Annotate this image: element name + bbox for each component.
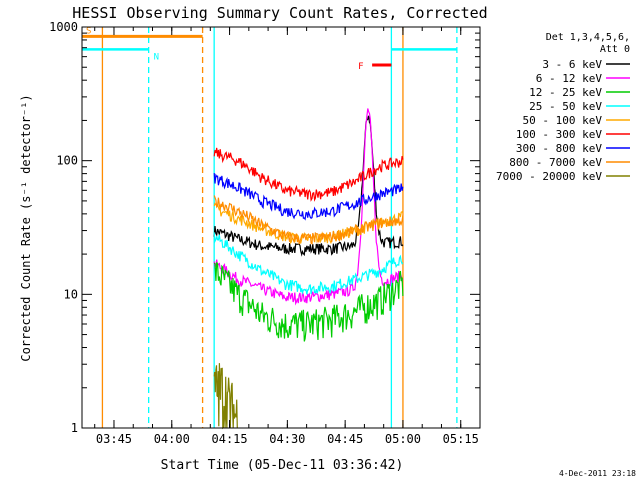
legend-label: 50 - 100 keV — [523, 114, 603, 127]
legend-label: 100 - 300 keV — [516, 128, 602, 141]
x-tick-label: 05:00 — [385, 432, 421, 446]
legend-label: 800 - 7000 keV — [509, 156, 602, 169]
x-tick-label: 03:45 — [96, 432, 132, 446]
series-line-3 — [213, 232, 404, 295]
legend-label: 6 - 12 keV — [536, 72, 603, 85]
legend-title: Det 1,3,4,5,6, — [546, 32, 630, 43]
timestamp: 4-Dec-2011 23:18 — [559, 469, 636, 478]
series-line-2 — [213, 262, 404, 342]
x-tick-label: 04:15 — [212, 432, 248, 446]
y-axis-label: Corrected Count Rate (s⁻¹ detector⁻¹) — [19, 94, 33, 361]
flag-label-s: S — [86, 26, 91, 36]
y-tick-label: 100 — [56, 154, 78, 168]
legend-label: 3 - 6 keV — [542, 58, 602, 71]
legend-label: 7000 - 20000 keV — [496, 170, 602, 183]
x-axis-label: Start Time (05-Dec-11 03:36:42) — [161, 458, 404, 473]
y-tick-label: 1000 — [49, 20, 78, 34]
legend-title: Att 0 — [600, 44, 630, 55]
legend-label: 12 - 25 keV — [529, 86, 602, 99]
series-line-6 — [213, 173, 404, 221]
series-line-1 — [213, 108, 404, 306]
plot-area: S N F — [82, 26, 458, 430]
x-tick-label: 04:00 — [154, 432, 190, 446]
series-line-7 — [213, 195, 404, 245]
flag-label-f: F — [358, 62, 363, 72]
legend-label: 25 - 50 keV — [529, 100, 602, 113]
series-line-5 — [213, 147, 404, 202]
series-line-8 — [213, 363, 238, 430]
y-tick-label: 10 — [64, 287, 78, 301]
axes: 1 10 100 1000 03:45 04:00 04:15 04:30 04:45 05:00… — [49, 20, 481, 446]
x-tick-label: 05:15 — [443, 432, 479, 446]
legend-label: 300 - 800 keV — [516, 142, 602, 155]
x-tick-label: 04:30 — [269, 432, 305, 446]
flag-label-n: N — [154, 52, 159, 62]
x-tick-label: 04:45 — [327, 432, 363, 446]
y-tick-label: 1 — [71, 421, 78, 435]
chart-title: HESSI Observing Summary Count Rates, Cor… — [72, 4, 487, 22]
plot-frame — [81, 26, 481, 429]
